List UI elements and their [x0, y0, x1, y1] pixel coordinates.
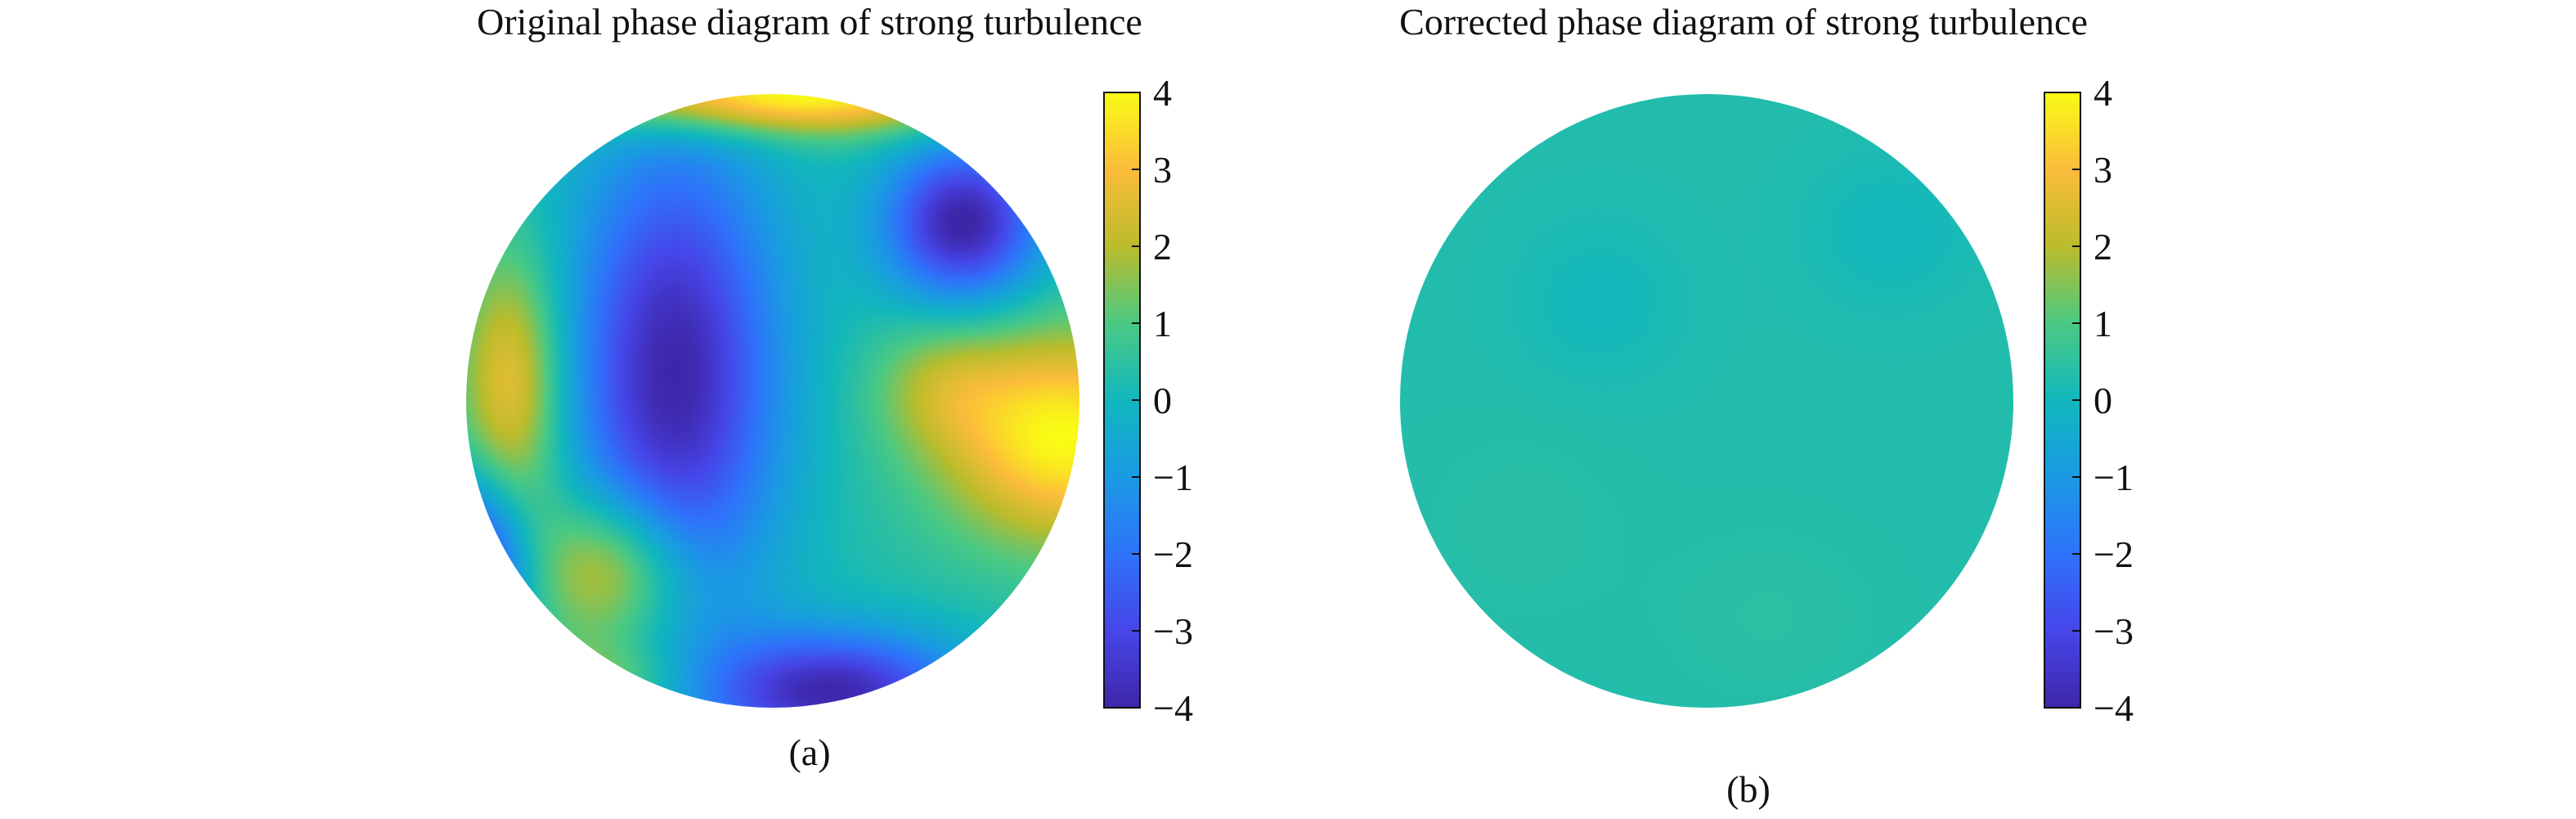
colorbar-tick-label: −1: [2094, 457, 2134, 498]
colorbar-tick-label: 0: [2094, 380, 2112, 421]
colorbar-tick-label: 2: [2094, 226, 2112, 268]
colorbar-tick-label: 1: [1153, 303, 1172, 344]
colorbar-tick-label: 0: [1153, 380, 1172, 421]
panel-a-phase-map: [466, 94, 1079, 708]
panel-b-phase-map: [1400, 94, 2013, 708]
panel-a-heatmap-image: [466, 94, 1079, 708]
panel-a-colorbar-ticks: 4 3 2 1 0 −1 −2 −3 −4: [1132, 72, 1193, 729]
panel-a-title: Original phase diagram of strong turbule…: [477, 1, 1142, 43]
panel-b-title: Corrected phase diagram of strong turbul…: [1399, 1, 2088, 43]
colorbar-tick-label: −4: [1153, 687, 1193, 729]
panel-a-colorbar: 4 3 2 1 0 −1 −2 −3 −4: [1103, 72, 1193, 729]
panel-b-colorbar: 4 3 2 1 0 −1 −2 −3 −4: [2044, 72, 2134, 729]
colorbar-tick-label: −2: [1153, 533, 1193, 575]
colorbar-tick-label: −3: [2094, 610, 2134, 652]
panel-b: Corrected phase diagram of strong turbul…: [1399, 1, 2134, 810]
colorbar-tick-label: 1: [2094, 303, 2112, 344]
colorbar-tick-label: 2: [1153, 226, 1172, 268]
colorbar-tick-label: 3: [2094, 149, 2112, 191]
colorbar-tick-label: 4: [1153, 72, 1172, 114]
panel-b-colorbar-ticks: 4 3 2 1 0 −1 −2 −3 −4: [2072, 72, 2134, 729]
colorbar-tick-label: −4: [2094, 687, 2134, 729]
colorbar-tick-label: −1: [1153, 457, 1193, 498]
colorbar-tick-label: 3: [1153, 149, 1172, 191]
colorbar-tick-label: 4: [2094, 72, 2112, 114]
panel-a-label: (a): [788, 731, 830, 773]
panel-a: Original phase diagram of strong turbule…: [466, 1, 1193, 773]
colorbar-tick-label: −3: [1153, 610, 1193, 652]
panel-b-label: (b): [1726, 768, 1770, 810]
panel-b-heatmap-image: [1400, 94, 2013, 708]
colorbar-tick-label: −2: [2094, 533, 2134, 575]
